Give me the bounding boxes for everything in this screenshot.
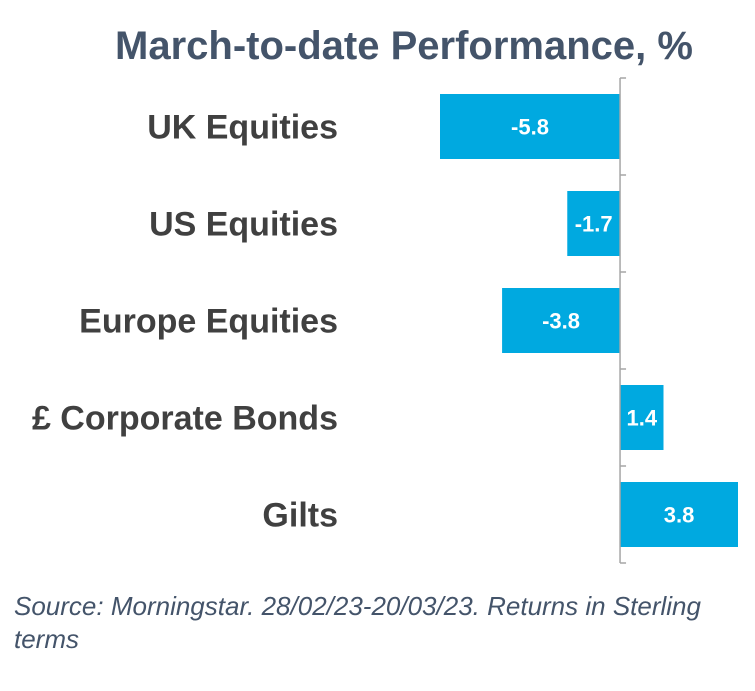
value-label-2: -3.8 xyxy=(542,309,580,334)
bar-3 xyxy=(620,385,664,450)
value-label-0: -5.8 xyxy=(511,115,549,140)
category-label-1: US Equities xyxy=(149,206,338,244)
bar-1 xyxy=(567,191,621,256)
category-label-0: UK Equities xyxy=(147,109,338,147)
value-labels-group: -5.8 -1.7 -3.8 1.4 3.8 xyxy=(511,115,694,528)
category-label-4: Gilts xyxy=(262,497,338,535)
category-labels-group: UK Equities US Equities Europe Equities £ C… xyxy=(32,109,338,535)
source-note: Source: Morningstar. 28/02/23-20/03/23. … xyxy=(14,591,701,654)
value-label-3: 1.4 xyxy=(626,406,657,431)
bar-4 xyxy=(620,482,738,547)
chart-title: March-to-date Performance, % xyxy=(115,24,693,68)
bar-0 xyxy=(440,94,621,159)
bars-group xyxy=(440,94,738,547)
bar-2 xyxy=(502,288,621,353)
value-label-1: -1.7 xyxy=(575,212,613,237)
axis-group xyxy=(619,77,627,564)
value-label-4: 3.8 xyxy=(664,503,695,528)
category-label-2: Europe Equities xyxy=(79,303,338,341)
category-label-3: £ Corporate Bonds xyxy=(32,400,338,438)
